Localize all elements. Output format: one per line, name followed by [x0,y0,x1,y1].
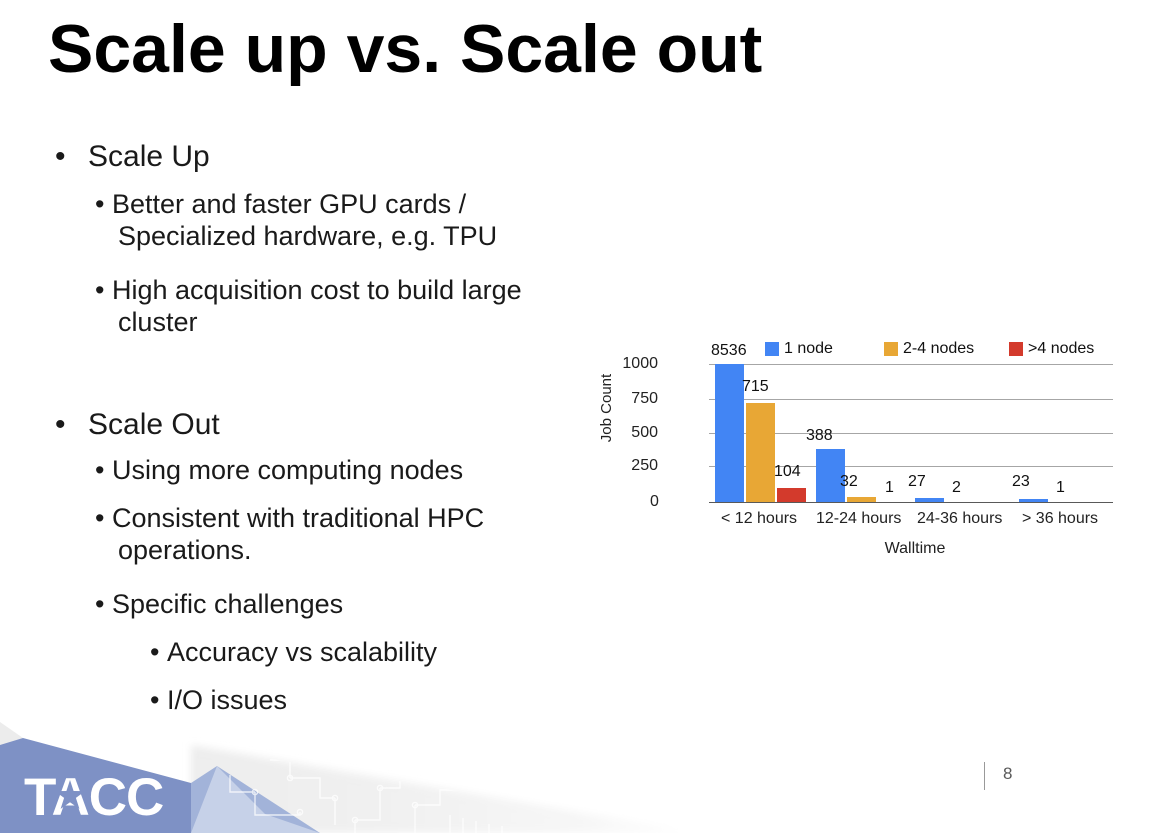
svg-text:TACC: TACC [24,772,163,827]
